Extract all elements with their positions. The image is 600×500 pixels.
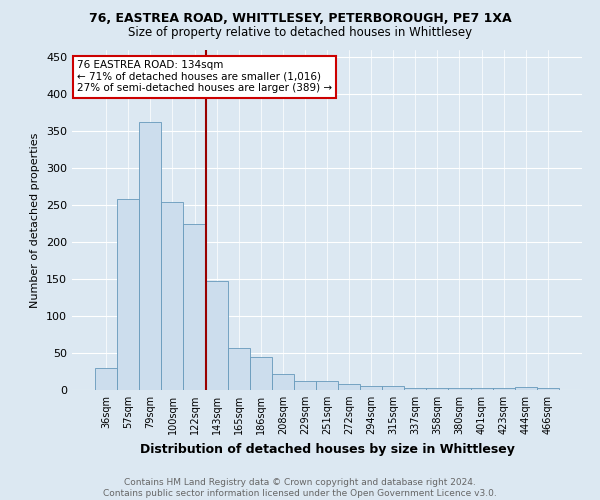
Bar xyxy=(427,388,448,390)
Bar xyxy=(316,381,338,390)
Text: Size of property relative to detached houses in Whittlesey: Size of property relative to detached ho… xyxy=(128,26,472,39)
Y-axis label: Number of detached properties: Number of detached properties xyxy=(31,132,40,308)
Bar xyxy=(338,384,360,390)
Text: 76 EASTREA ROAD: 134sqm
← 71% of detached houses are smaller (1,016)
27% of semi: 76 EASTREA ROAD: 134sqm ← 71% of detache… xyxy=(77,60,332,94)
Bar xyxy=(470,388,493,390)
Bar xyxy=(448,388,470,390)
Bar xyxy=(227,348,250,390)
Bar xyxy=(95,368,117,390)
Bar xyxy=(272,374,294,390)
Bar xyxy=(382,386,404,390)
Bar xyxy=(250,358,272,390)
Bar xyxy=(537,388,559,390)
Bar xyxy=(404,388,427,390)
Bar xyxy=(117,200,139,390)
X-axis label: Distribution of detached houses by size in Whittlesey: Distribution of detached houses by size … xyxy=(140,442,514,456)
Bar xyxy=(515,387,537,390)
Bar xyxy=(184,224,206,390)
Bar xyxy=(161,202,184,390)
Text: Contains HM Land Registry data © Crown copyright and database right 2024.
Contai: Contains HM Land Registry data © Crown c… xyxy=(103,478,497,498)
Bar xyxy=(294,381,316,390)
Bar xyxy=(493,388,515,390)
Bar xyxy=(139,122,161,390)
Bar xyxy=(206,282,227,390)
Text: 76, EASTREA ROAD, WHITTLESEY, PETERBOROUGH, PE7 1XA: 76, EASTREA ROAD, WHITTLESEY, PETERBOROU… xyxy=(89,12,511,26)
Bar xyxy=(360,386,382,390)
